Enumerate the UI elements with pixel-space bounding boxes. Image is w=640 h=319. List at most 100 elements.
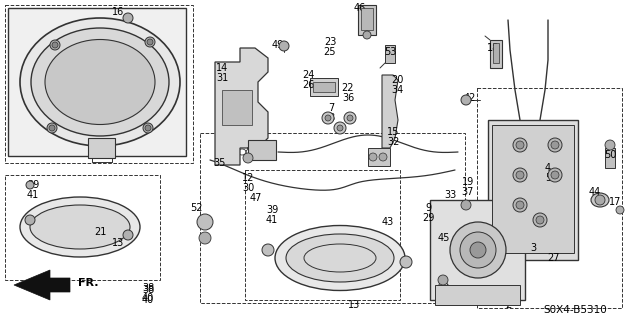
Ellipse shape bbox=[591, 193, 609, 207]
Circle shape bbox=[369, 153, 377, 161]
Text: 31: 31 bbox=[216, 73, 228, 83]
Text: 24: 24 bbox=[302, 70, 314, 80]
Text: 10: 10 bbox=[369, 150, 381, 160]
Text: 50: 50 bbox=[604, 150, 616, 160]
Circle shape bbox=[551, 171, 559, 179]
Circle shape bbox=[143, 123, 153, 133]
Text: 20: 20 bbox=[391, 75, 403, 85]
Circle shape bbox=[513, 138, 527, 152]
Circle shape bbox=[197, 214, 213, 230]
Text: 14: 14 bbox=[216, 63, 228, 73]
Ellipse shape bbox=[20, 197, 140, 257]
Text: 45: 45 bbox=[438, 280, 450, 290]
Text: 16: 16 bbox=[112, 7, 124, 17]
Text: 25: 25 bbox=[324, 47, 336, 57]
Polygon shape bbox=[88, 138, 115, 158]
Bar bbox=[313, 82, 335, 92]
Circle shape bbox=[516, 171, 524, 179]
Text: 27: 27 bbox=[548, 253, 560, 263]
Circle shape bbox=[461, 200, 471, 210]
Circle shape bbox=[123, 230, 133, 240]
Bar bbox=[493, 43, 499, 63]
Ellipse shape bbox=[31, 28, 169, 136]
Text: 29: 29 bbox=[422, 213, 434, 223]
Text: 12: 12 bbox=[242, 173, 254, 183]
Circle shape bbox=[513, 198, 527, 212]
Text: 48: 48 bbox=[247, 143, 259, 153]
Circle shape bbox=[450, 222, 506, 278]
Text: 41: 41 bbox=[27, 190, 39, 200]
Circle shape bbox=[551, 141, 559, 149]
Text: 21: 21 bbox=[94, 227, 106, 237]
Text: 4: 4 bbox=[545, 163, 551, 173]
Circle shape bbox=[460, 232, 496, 268]
Text: 23: 23 bbox=[324, 37, 336, 47]
Text: 22: 22 bbox=[342, 83, 355, 93]
Text: 5: 5 bbox=[545, 173, 551, 183]
Circle shape bbox=[605, 140, 615, 150]
Bar bbox=[490, 40, 502, 68]
Circle shape bbox=[52, 42, 58, 48]
Text: 41: 41 bbox=[266, 215, 278, 225]
Circle shape bbox=[322, 112, 334, 124]
Bar bbox=[477, 88, 622, 308]
Circle shape bbox=[49, 125, 55, 131]
Circle shape bbox=[533, 213, 547, 227]
Text: 40: 40 bbox=[142, 293, 154, 303]
Text: 34: 34 bbox=[391, 85, 403, 95]
Circle shape bbox=[123, 13, 133, 23]
Bar bbox=[368, 148, 390, 166]
Bar bbox=[361, 8, 373, 30]
Text: 46: 46 bbox=[354, 3, 366, 13]
Bar bbox=[358, 5, 376, 35]
Circle shape bbox=[147, 39, 153, 45]
Polygon shape bbox=[215, 48, 268, 165]
Text: 40: 40 bbox=[142, 295, 154, 305]
Circle shape bbox=[548, 138, 562, 152]
Bar bbox=[222, 90, 252, 125]
Text: 7: 7 bbox=[328, 103, 334, 113]
Circle shape bbox=[334, 122, 346, 134]
Bar bbox=[605, 148, 615, 168]
Text: 6: 6 bbox=[484, 253, 490, 263]
Ellipse shape bbox=[30, 205, 130, 249]
Circle shape bbox=[145, 125, 151, 131]
Text: 13: 13 bbox=[112, 238, 124, 248]
Text: 28: 28 bbox=[481, 263, 493, 273]
Circle shape bbox=[337, 125, 343, 131]
Circle shape bbox=[262, 244, 274, 256]
Circle shape bbox=[513, 168, 527, 182]
Text: 15: 15 bbox=[387, 127, 399, 137]
Circle shape bbox=[347, 115, 353, 121]
Text: 53: 53 bbox=[384, 47, 396, 57]
Bar bbox=[435, 285, 520, 305]
Circle shape bbox=[595, 195, 605, 205]
Bar bbox=[430, 200, 525, 300]
Circle shape bbox=[548, 168, 562, 182]
Circle shape bbox=[26, 181, 34, 189]
Text: 30: 30 bbox=[242, 183, 254, 193]
Text: 3: 3 bbox=[530, 243, 536, 253]
Circle shape bbox=[470, 242, 486, 258]
Text: 45: 45 bbox=[438, 233, 450, 243]
Text: 44: 44 bbox=[589, 187, 601, 197]
Ellipse shape bbox=[45, 40, 155, 124]
Text: 26: 26 bbox=[302, 80, 314, 90]
Text: 38: 38 bbox=[142, 283, 154, 293]
Bar bbox=[488, 120, 578, 260]
Text: 13: 13 bbox=[348, 300, 360, 310]
Ellipse shape bbox=[20, 18, 180, 146]
Circle shape bbox=[616, 206, 624, 214]
Bar bbox=[385, 45, 395, 63]
Text: 47: 47 bbox=[250, 193, 262, 203]
Ellipse shape bbox=[275, 226, 405, 291]
Circle shape bbox=[243, 153, 253, 163]
Circle shape bbox=[145, 37, 155, 47]
Bar bbox=[5, 5, 193, 163]
Text: 32: 32 bbox=[387, 137, 399, 147]
Text: 8: 8 bbox=[328, 113, 334, 123]
Text: 43: 43 bbox=[382, 217, 394, 227]
Text: 11: 11 bbox=[99, 143, 111, 153]
Circle shape bbox=[25, 215, 35, 225]
Text: FR.: FR. bbox=[77, 278, 99, 288]
